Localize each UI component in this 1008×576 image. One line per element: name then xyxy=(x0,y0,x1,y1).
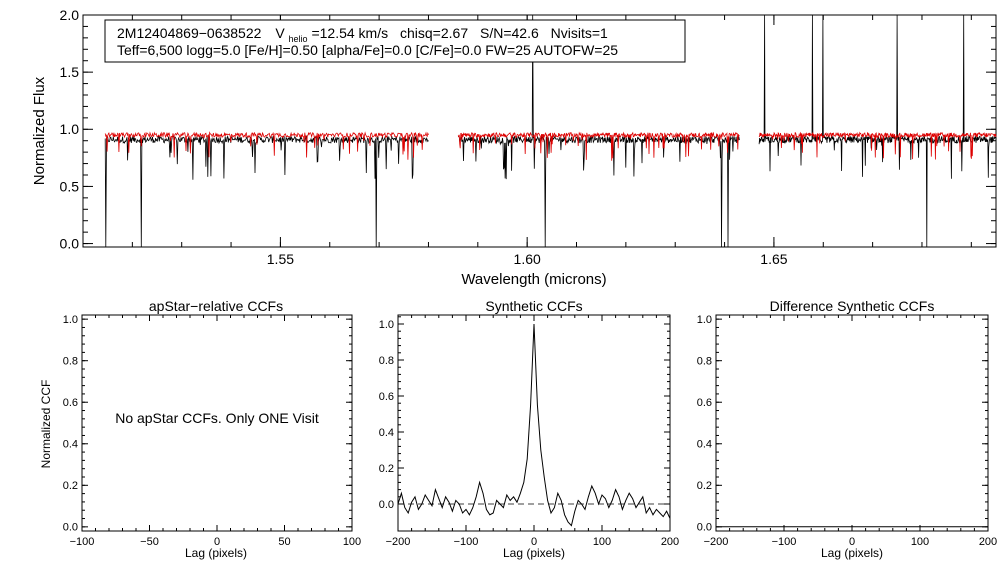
spectrum-observed-line-chip-3 xyxy=(758,14,996,248)
synthetic-ccf-line xyxy=(397,323,671,527)
spectrum-ytick-label: 0.5 xyxy=(60,178,80,194)
apstar-ccf-ytick-label: 1.0 xyxy=(63,314,78,326)
difference-ccf-xtick-label: 0 xyxy=(849,536,855,548)
synthetic-ccf-ytick-label: 0.0 xyxy=(379,499,394,511)
synthetic-ccf-panel: Synthetic CCFs −200 −100 0 100 200 0.0 0.2 0.4 0… xyxy=(379,298,679,560)
synthetic-ccf-ticks-group: −200 −100 0 100 200 0.0 0.2 0.4 0.6 0.8 1.0 xyxy=(379,315,679,548)
spectrum-observed-line-chip-1 xyxy=(104,134,429,248)
difference-ccf-x-axis-label: Lag (pixels) xyxy=(821,546,883,560)
spectrum-panel: 1.55 1.60 1.65 0.0 0.5 1.0 1.5 2.0 2M12404869−0… xyxy=(31,7,997,288)
spectrum-ytick-label: 1.0 xyxy=(60,121,80,137)
spectrum-ytick-label: 0.0 xyxy=(60,235,80,251)
synthetic-ccf-series-group xyxy=(397,323,671,527)
apstar-ccf-ytick-label: 0.6 xyxy=(63,397,78,409)
synthetic-ccf-xtick-label: 0 xyxy=(531,536,537,548)
difference-ccf-ytick-label: 0.8 xyxy=(697,356,712,368)
synthetic-ccf-x-axis-label: Lag (pixels) xyxy=(503,546,565,560)
apstar-ccf-xtick-label: 50 xyxy=(278,536,290,548)
apstar-ccf-xtick-label: 100 xyxy=(343,536,361,548)
apstar-ccf-xtick-label: −100 xyxy=(70,536,95,548)
difference-ccf-title: Difference Synthetic CCFs xyxy=(770,298,935,314)
synthetic-ccf-ytick-label: 1.0 xyxy=(379,319,394,331)
apstar-ccf-y-axis-label: Normalized CCF xyxy=(39,380,53,469)
annotation-line-1: 2M12404869−0638522 V helio =12.54 km/s c… xyxy=(117,25,608,45)
synthetic-ccf-xtick-label: −200 xyxy=(386,536,411,548)
vhelio-value: =12.54 km/s xyxy=(311,25,388,41)
difference-ccf-ytick-label: 0.6 xyxy=(697,397,712,409)
spectrum-series-group xyxy=(104,14,997,248)
apstar-ccf-panel: apStar−relative CCFs −100 −50 0 50 100 0.0 0.2… xyxy=(39,298,361,560)
synthetic-ccf-xtick-label: 200 xyxy=(661,536,679,548)
difference-ccf-ytick-label: 0.2 xyxy=(697,480,712,492)
synthetic-ccf-ytick-label: 0.2 xyxy=(379,463,394,475)
difference-ccf-xtick-label: 200 xyxy=(979,536,997,548)
spectrum-synthetic-line-chip-1 xyxy=(104,131,429,160)
synthetic-ccf-title: Synthetic CCFs xyxy=(485,298,582,314)
spectrum-annotation-box xyxy=(104,19,686,63)
synthetic-ccf-xtick-label: −100 xyxy=(454,536,479,548)
apstar-ccf-ytick-label: 0.0 xyxy=(63,522,78,534)
sn-value: S/N=42.6 xyxy=(480,25,539,41)
difference-ccf-panel: Difference Synthetic CCFs −200 −100 0 100 20… xyxy=(697,298,997,560)
apstar-ccf-xtick-label: 0 xyxy=(214,536,220,548)
synthetic-ccf-ytick-label: 0.6 xyxy=(379,391,394,403)
spectrum-xtick-label: 1.55 xyxy=(267,251,294,267)
spectrum-xtick-label: 1.60 xyxy=(514,251,541,267)
difference-ccf-xtick-label: 100 xyxy=(911,536,929,548)
apstar-ccf-message: No apStar CCFs. Only ONE Visit xyxy=(115,410,319,426)
spectrum-frame xyxy=(82,14,997,248)
difference-ccf-frame xyxy=(715,314,989,532)
difference-ccf-xtick-label: −100 xyxy=(772,536,797,548)
apstar-ccf-ytick-label: 0.8 xyxy=(63,356,78,368)
vhelio-prefix: V xyxy=(275,25,285,41)
synthetic-ccf-xtick-label: 100 xyxy=(593,536,611,548)
spectrum-observed-line-chip-2 xyxy=(457,14,740,248)
apstar-ccf-ytick-label: 0.2 xyxy=(63,480,78,492)
difference-ccf-ticks-group: −200 −100 0 100 200 0.0 0.2 0.4 0.6 0.8 1.0 xyxy=(697,314,997,548)
apstar-ccf-xtick-label: −50 xyxy=(140,536,159,548)
difference-ccf-ytick-label: 0.4 xyxy=(697,439,712,451)
spectrum-x-axis-label: Wavelength (microns) xyxy=(461,271,606,288)
difference-ccf-ytick-label: 1.0 xyxy=(697,314,712,326)
apstar-ccf-x-axis-label: Lag (pixels) xyxy=(185,546,247,560)
apstar-ccf-ticks-group: −100 −50 0 50 100 0.0 0.2 0.4 0.6 0.8 1.0 xyxy=(63,314,361,548)
chisq-value: chisq=2.67 xyxy=(400,25,468,41)
spectrum-ytick-label: 1.5 xyxy=(60,64,80,80)
synthetic-ccf-ytick-label: 0.4 xyxy=(379,427,394,439)
nvisits-value: Nvisits=1 xyxy=(551,25,608,41)
spectrum-y-axis-label: Normalized Flux xyxy=(31,76,48,185)
spectrum-synthetic-line-chip-3 xyxy=(758,131,997,160)
spectrum-synthetic-line-chip-2 xyxy=(457,131,740,161)
annotation-line-2: Teff=6,500 logg=5.0 [Fe/H]=0.50 [alpha/F… xyxy=(117,42,618,58)
synthetic-ccf-ytick-label: 0.8 xyxy=(379,355,394,367)
apstar-ccf-title: apStar−relative CCFs xyxy=(149,298,283,314)
spectrum-xtick-label: 1.65 xyxy=(760,251,787,267)
star-id: 2M12404869−0638522 xyxy=(117,25,262,41)
apstar-ccf-ytick-label: 0.4 xyxy=(63,439,78,451)
difference-ccf-xtick-label: −200 xyxy=(704,536,729,548)
vhelio-subscript: helio xyxy=(289,34,308,44)
difference-ccf-ytick-label: 0.0 xyxy=(697,522,712,534)
spectrum-ytick-label: 2.0 xyxy=(60,7,80,23)
